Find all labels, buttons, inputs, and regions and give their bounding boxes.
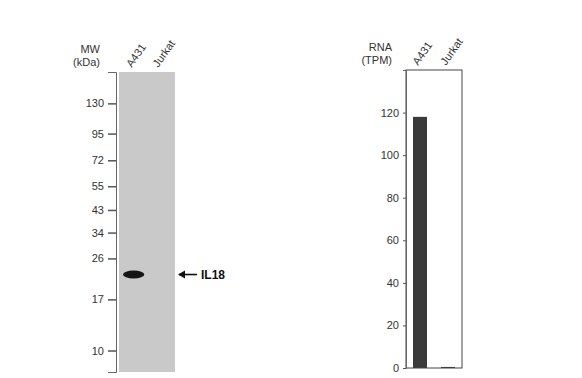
- category-label: A431: [123, 41, 148, 69]
- tick-mark: [108, 103, 116, 105]
- tick-mark: [403, 240, 406, 241]
- tick: 130: [86, 97, 116, 109]
- tick-mark: [108, 232, 116, 234]
- tick-mark: [403, 283, 406, 284]
- tick: 60: [387, 234, 406, 246]
- tick-mark: [108, 210, 116, 212]
- tick-label: 43: [92, 204, 104, 216]
- chart-0: IL18 130 95 72 55 43 34 26 17 10 MW(kDa) A431Jurkat: [73, 38, 225, 373]
- tick-label: 60: [387, 234, 399, 246]
- tick-label: 40: [387, 277, 399, 289]
- y-axis: 0 20 40 60 80 100 120: [381, 71, 407, 375]
- tick: 34: [92, 227, 116, 239]
- tick-mark: [403, 325, 406, 326]
- tick: 20: [387, 319, 406, 331]
- annotation-arrowhead: [178, 271, 185, 279]
- tick: 43: [92, 204, 116, 216]
- membrane: [119, 72, 175, 372]
- tick-mark: [108, 133, 116, 135]
- figure: IL181309572554334261710MW(kDa)A431Jurkat…: [0, 0, 582, 378]
- category-label: A431: [410, 39, 435, 67]
- plot-frame: [406, 70, 462, 368]
- tick-mark: [108, 299, 116, 301]
- tick-mark: [403, 155, 406, 156]
- tick-label: 34: [92, 227, 104, 239]
- bar: [413, 117, 427, 368]
- tick: 40: [387, 277, 406, 289]
- plot-area: [119, 72, 175, 372]
- y-axis: 130 95 72 55 43 34 26 17 10: [86, 73, 117, 373]
- y-axis-title-line: (TPM): [361, 54, 392, 66]
- tick-label: 20: [387, 319, 399, 331]
- tick: 17: [92, 293, 116, 305]
- tick-label: 80: [387, 192, 399, 204]
- y-axis-title-line: RNA: [369, 41, 393, 53]
- tick: 55: [92, 180, 116, 192]
- annotation: IL18: [201, 268, 225, 282]
- tick-mark: [108, 160, 116, 162]
- y-axis-title: RNA(TPM): [361, 41, 392, 66]
- category-label: Jurkat: [438, 36, 465, 67]
- tick: 100: [381, 149, 406, 161]
- y-axis-title-line: (kDa): [73, 56, 100, 68]
- tick: 95: [92, 128, 116, 140]
- axis-line: [403, 71, 407, 369]
- tick-mark: [403, 198, 406, 199]
- category-label: Jurkat: [150, 38, 177, 69]
- tick: 0: [393, 362, 406, 374]
- tick-label: 130: [86, 97, 104, 109]
- tick-label: 120: [381, 107, 399, 119]
- plot-area: [406, 70, 462, 368]
- tick: 72: [92, 154, 116, 166]
- y-axis-title: MW(kDa): [73, 43, 101, 68]
- tick-label: 95: [92, 128, 104, 140]
- tick-label: 17: [92, 293, 104, 305]
- tick-mark: [108, 350, 116, 352]
- tick-label: 55: [92, 180, 104, 192]
- band: [123, 271, 144, 279]
- tick-mark: [108, 258, 116, 260]
- tick-mark: [108, 186, 116, 188]
- tick-label: 0: [393, 362, 399, 374]
- y-axis-title-line: MW: [80, 43, 100, 55]
- axis-line: [108, 73, 117, 373]
- tick-mark: [403, 368, 406, 369]
- tick: 26: [92, 252, 116, 264]
- tick-label: 72: [92, 154, 104, 166]
- tick-label: 26: [92, 252, 104, 264]
- tick: 10: [92, 345, 116, 357]
- tick-mark: [403, 113, 406, 114]
- tick: 120: [381, 107, 406, 119]
- tick-label: 100: [381, 149, 399, 161]
- plot-background: [406, 70, 462, 368]
- tick-label: 10: [92, 345, 104, 357]
- tick: 80: [387, 192, 406, 204]
- chart-1: 0 20 40 60 80 100 120 RNA(TPM) A431Jurkat: [361, 36, 464, 374]
